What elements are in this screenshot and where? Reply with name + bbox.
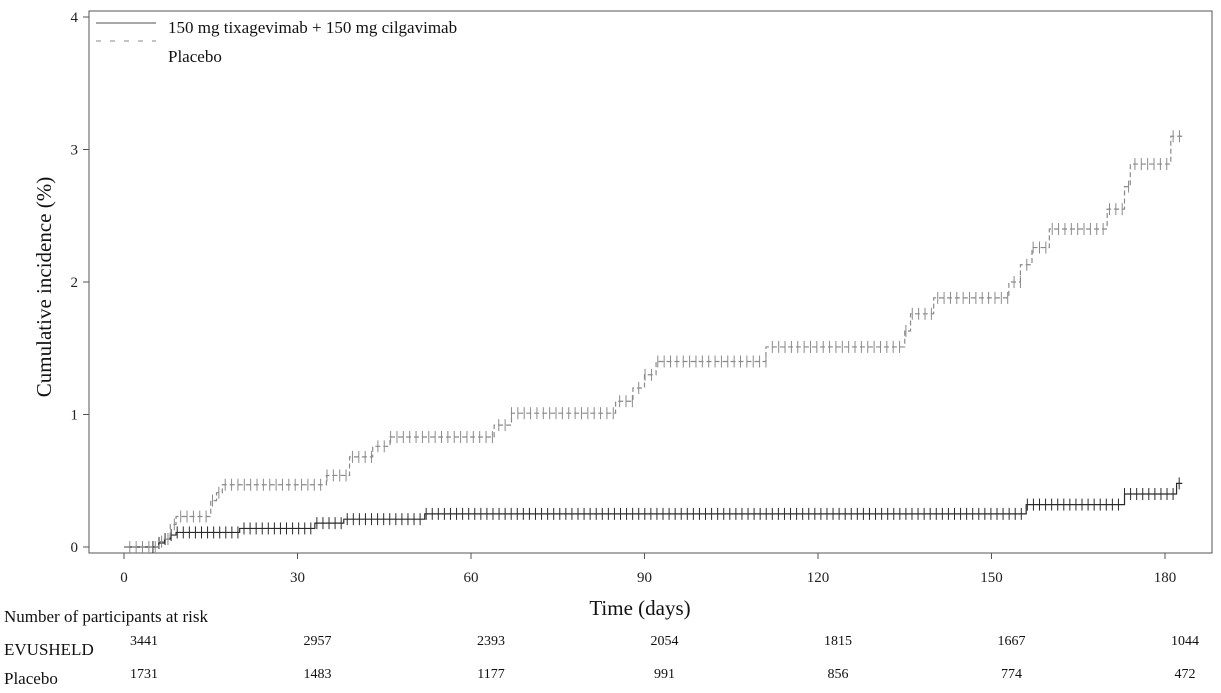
risk-value: 2957	[303, 634, 332, 649]
risk-value: 1044	[1171, 634, 1199, 649]
risk-value: 1667	[997, 634, 1026, 649]
x-tick-label: 60	[464, 570, 479, 586]
risk-table-title: Number of participants at risk	[4, 607, 208, 626]
plot-frame	[88, 10, 1213, 554]
x-tick-label: 150	[980, 570, 1003, 586]
risk-value: 856	[827, 667, 849, 682]
risk-row-label-placebo: Placebo	[4, 669, 58, 688]
risk-value: 3441	[130, 634, 158, 649]
risk-value: 2393	[477, 634, 505, 649]
x-tick-label: 180	[1154, 570, 1177, 586]
placebo-curve	[124, 135, 1183, 548]
legend-label-placebo: Placebo	[168, 47, 222, 66]
x-tick-label: 90	[637, 570, 652, 586]
risk-value: 1731	[130, 667, 158, 682]
y-tick-label: 2	[71, 275, 79, 291]
y-tick-label: 0	[71, 540, 79, 556]
risk-value: 1177	[477, 667, 505, 682]
treatment-curve	[124, 482, 1183, 548]
risk-value: 472	[1174, 667, 1196, 682]
legend-label-treatment: 150 mg tixagevimab + 150 mg cilgavimab	[168, 18, 457, 37]
risk-value: 1815	[824, 634, 852, 649]
risk-row-label-evusheld: EVUSHELD	[4, 640, 94, 659]
series-layer	[124, 130, 1183, 553]
x-axis-title: Time (days)	[589, 596, 690, 620]
y-tick-label: 1	[71, 408, 79, 424]
x-tick-label: 0	[120, 570, 128, 586]
y-axis: 0 1 2 3 4	[71, 10, 89, 556]
y-axis-title: Cumulative incidence (%)	[32, 177, 56, 397]
risk-value: 774	[1001, 667, 1022, 682]
y-tick-label: 4	[71, 10, 79, 26]
legend: 150 mg tixagevimab + 150 mg cilgavimab P…	[96, 18, 457, 66]
y-tick-label: 3	[71, 143, 79, 159]
risk-value: 991	[654, 667, 675, 682]
x-tick-label: 30	[290, 570, 305, 586]
x-axis: 0 30 60 90 120 150 180	[120, 553, 1176, 586]
risk-value: 2054	[650, 634, 679, 649]
risk-value: 1483	[303, 667, 332, 682]
x-tick-label: 120	[807, 570, 830, 586]
